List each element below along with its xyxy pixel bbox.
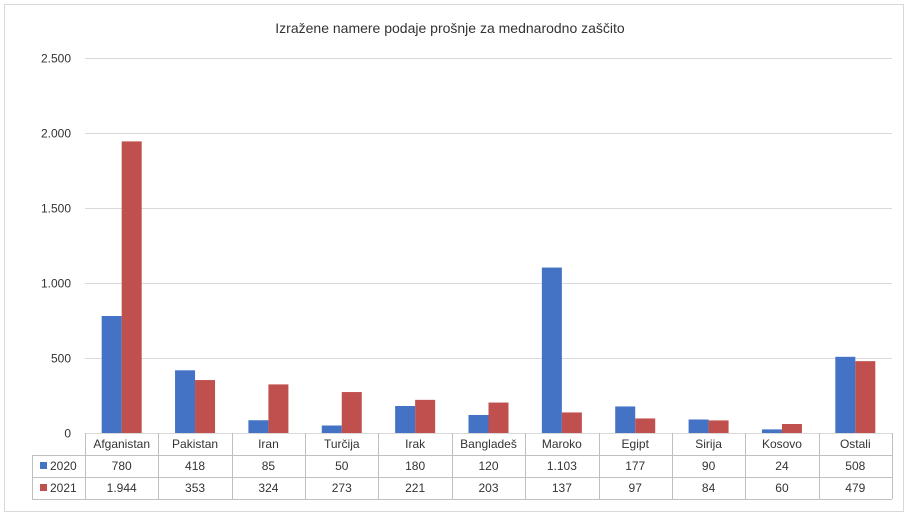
- bar-2021: [635, 418, 656, 433]
- bar-2021: [488, 402, 509, 433]
- data-label: 60: [775, 481, 789, 495]
- data-label: 50: [335, 459, 349, 473]
- bar-2020: [541, 267, 562, 433]
- bar-2021: [561, 412, 582, 433]
- chart-border: [4, 4, 904, 512]
- data-label: 508: [845, 459, 865, 473]
- bar-2020: [175, 370, 196, 433]
- bar-2021: [195, 380, 216, 433]
- category-label: Ostali: [840, 437, 871, 451]
- data-label: 324: [258, 481, 278, 495]
- legend-swatch-2020: [40, 462, 47, 469]
- category-label: Irak: [405, 437, 426, 451]
- category-label: Egipt: [622, 437, 650, 451]
- category-label: Pakistan: [172, 437, 218, 451]
- category-label: Maroko: [542, 437, 582, 451]
- legend-label-2020: 2020: [50, 459, 77, 473]
- data-label: 418: [185, 459, 205, 473]
- y-tick-label: 1.000: [41, 277, 71, 291]
- bar-2021: [121, 141, 142, 433]
- data-label: 97: [629, 481, 643, 495]
- data-label: 84: [702, 481, 716, 495]
- bar-2021: [415, 399, 436, 433]
- data-label: 120: [478, 459, 498, 473]
- y-tick-label: 0: [64, 427, 71, 441]
- data-label: 273: [332, 481, 352, 495]
- legend-label-2021: 2021: [50, 481, 77, 495]
- bar-2020: [101, 316, 122, 433]
- chart-title: Izražene namere podaje prošnje za mednar…: [275, 20, 625, 36]
- bar-2020: [321, 425, 342, 433]
- category-label: Sirija: [695, 437, 722, 451]
- y-tick-label: 2.500: [41, 52, 71, 66]
- category-label: Afganistan: [93, 437, 150, 451]
- data-label: 353: [185, 481, 205, 495]
- category-label: Iran: [258, 437, 279, 451]
- y-tick-label: 2.000: [41, 127, 71, 141]
- bar-2020: [688, 419, 709, 433]
- category-label: Bangladeš: [460, 437, 517, 451]
- y-tick-label: 500: [51, 352, 71, 366]
- data-label: 1.103: [547, 459, 577, 473]
- bar-2020: [468, 415, 489, 433]
- bar-2020: [248, 420, 269, 433]
- gridlines: 0 500 1.000 1.500 2.000 2.500: [41, 52, 892, 441]
- data-label: 221: [405, 481, 425, 495]
- data-label: 90: [702, 459, 716, 473]
- data-label: 177: [625, 459, 645, 473]
- bar-2020: [835, 356, 856, 433]
- data-label: 24: [775, 459, 789, 473]
- bar-2021: [341, 392, 362, 433]
- data-label: 1.944: [107, 481, 137, 495]
- data-label: 780: [112, 459, 132, 473]
- y-tick-label: 1.500: [41, 202, 71, 216]
- bar-2020: [615, 406, 636, 433]
- data-label: 85: [262, 459, 276, 473]
- data-label: 479: [845, 481, 865, 495]
- bar-2021: [708, 420, 729, 433]
- legend-swatch-2021: [40, 484, 47, 491]
- bar-2021: [855, 361, 876, 433]
- data-label: 137: [552, 481, 572, 495]
- data-label: 180: [405, 459, 425, 473]
- category-label: Turčija: [324, 437, 360, 451]
- bar-2020: [395, 406, 416, 433]
- bar-2021: [268, 384, 289, 433]
- category-label: Kosovo: [762, 437, 802, 451]
- data-label: 203: [478, 481, 498, 495]
- data-table: Afganistan Pakistan Iran Turčija Irak Banglad…: [32, 433, 893, 500]
- bar-2021: [781, 424, 802, 433]
- bar-2020: [761, 429, 782, 433]
- bars: [101, 141, 876, 433]
